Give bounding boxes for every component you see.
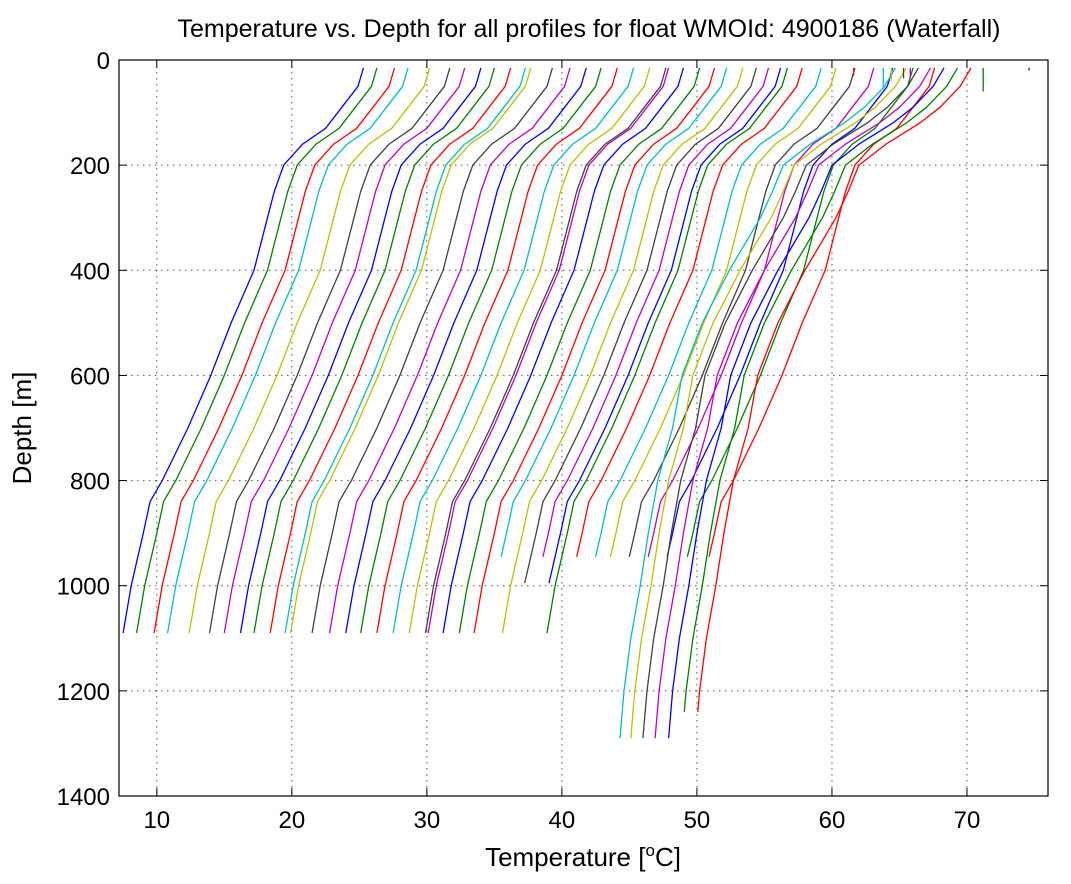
profile-line xyxy=(686,67,914,557)
y-tick-label: 800 xyxy=(70,469,110,496)
profile-line xyxy=(642,67,919,739)
x-tick-label: 30 xyxy=(414,807,441,834)
profile-line xyxy=(153,67,396,634)
profile-line xyxy=(289,67,532,634)
profile-line xyxy=(630,67,907,739)
profile-line xyxy=(360,67,602,634)
plot-area xyxy=(119,60,1048,796)
profile-line xyxy=(223,67,466,634)
y-axis-label: Depth [m] xyxy=(7,372,37,485)
y-axis-ticks: 0 200 400 600 800 1000 1200 1400 xyxy=(57,48,1048,811)
profile-line xyxy=(683,67,959,712)
grid-lines xyxy=(119,60,1048,796)
profile-line xyxy=(654,67,932,739)
y-tick-label: 1400 xyxy=(57,784,110,811)
profile-line xyxy=(542,67,770,557)
profile-line xyxy=(345,67,587,634)
profile-line xyxy=(408,67,651,634)
profile-line xyxy=(594,67,822,557)
x-axis-ticks: 10 20 30 40 50 60 70 xyxy=(143,60,980,834)
profile-line xyxy=(166,67,409,634)
profile-line xyxy=(269,67,512,634)
profile-line xyxy=(284,67,527,634)
profile-line xyxy=(208,67,451,634)
x-tick-label: 70 xyxy=(954,807,981,834)
chart-title: Temperature vs. Depth for all profiles f… xyxy=(177,15,1000,43)
profile-line xyxy=(546,67,789,634)
x-tick-label: 60 xyxy=(819,807,846,834)
profile-line xyxy=(708,67,936,557)
x-axis-label-unit: C] xyxy=(655,842,681,872)
profile-line xyxy=(188,67,431,634)
profile-line xyxy=(473,67,716,634)
profile-line xyxy=(524,67,757,584)
x-tick-label: 20 xyxy=(278,807,305,834)
profile-line xyxy=(253,67,496,634)
x-tick-label: 50 xyxy=(684,807,711,834)
x-axis-label: Temperature [oC] xyxy=(485,841,681,872)
profile-line xyxy=(576,67,803,557)
profile-line xyxy=(628,67,856,557)
profile-line xyxy=(667,67,945,739)
profile-line xyxy=(376,67,618,634)
profile-line xyxy=(458,67,701,634)
x-axis-label-superscript: o xyxy=(645,841,654,860)
profile-line xyxy=(697,67,972,712)
profile-line xyxy=(548,67,782,584)
profile-line xyxy=(666,67,894,557)
y-tick-label: 400 xyxy=(70,258,110,285)
profile-line xyxy=(424,67,667,634)
profile-line xyxy=(239,67,482,634)
profile-line xyxy=(501,67,744,634)
y-tick-label: 200 xyxy=(70,153,110,180)
profile-line xyxy=(427,67,670,634)
y-tick-label: 1000 xyxy=(57,574,110,601)
x-tick-label: 40 xyxy=(549,807,576,834)
profile-line xyxy=(609,67,837,557)
y-tick-label: 0 xyxy=(97,48,110,75)
profile-line xyxy=(122,67,365,634)
profile-series xyxy=(122,67,1030,739)
x-tick-label: 10 xyxy=(143,807,170,834)
profile-line xyxy=(392,67,635,634)
profile-line xyxy=(619,67,896,739)
profile-line xyxy=(311,67,554,634)
profile-line xyxy=(442,67,685,634)
y-tick-label: 1200 xyxy=(57,679,110,706)
x-axis-label-main: Temperature [ xyxy=(485,842,646,872)
y-tick-label: 600 xyxy=(70,363,110,390)
profile-line xyxy=(328,67,571,634)
profile-line xyxy=(500,67,728,557)
profile-line xyxy=(135,67,378,634)
plot-frame xyxy=(118,59,1049,797)
